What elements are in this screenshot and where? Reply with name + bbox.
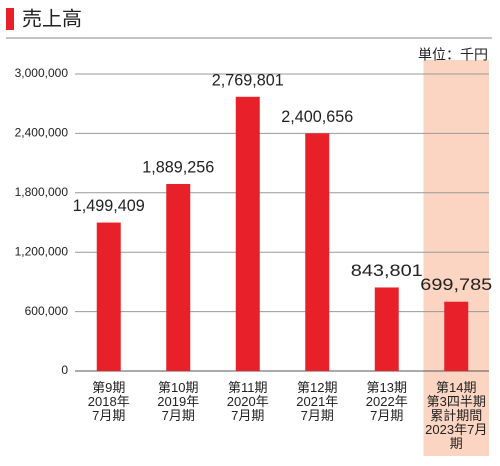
y-tick-label: 1,800,000 — [15, 185, 69, 199]
value-label: 843,801 — [351, 261, 423, 280]
x-tick-label: 第10期 2019年 7月期 — [157, 380, 200, 423]
y-tick-label: 3,000,000 — [15, 66, 69, 80]
value-label: 1,889,256 — [142, 157, 214, 176]
chart-title: 売上高 — [22, 7, 82, 30]
bar — [374, 287, 399, 371]
highlight-band — [423, 60, 489, 456]
bar — [96, 222, 121, 371]
y-tick-label: 600,000 — [25, 304, 69, 318]
value-label: 2,400,656 — [281, 107, 353, 126]
x-tick-label: 第14期 第3四半期 累計期間 2023年7月期 — [425, 380, 488, 451]
bar — [235, 96, 260, 371]
bar — [305, 133, 330, 371]
value-label: 699,785 — [420, 275, 492, 294]
value-label: 2,769,801 — [212, 70, 284, 89]
y-tick-label: 2,400,000 — [15, 126, 69, 140]
x-tick-label: 第12期 2021年 7月期 — [296, 380, 339, 423]
x-tick-label: 第13期 2022年 7月期 — [365, 380, 408, 423]
x-tick-label: 第9期 2018年 7月期 — [87, 380, 130, 423]
bar — [166, 183, 191, 371]
unit-label: 単位：千円 — [418, 47, 488, 63]
y-tick-label: 0 — [61, 363, 68, 377]
y-tick-label: 1,200,000 — [15, 244, 69, 258]
title-marker — [6, 8, 14, 30]
x-tick-label: 第11期 2020年 7月期 — [226, 380, 269, 423]
value-label: 1,499,409 — [73, 196, 145, 215]
bar — [444, 301, 469, 371]
